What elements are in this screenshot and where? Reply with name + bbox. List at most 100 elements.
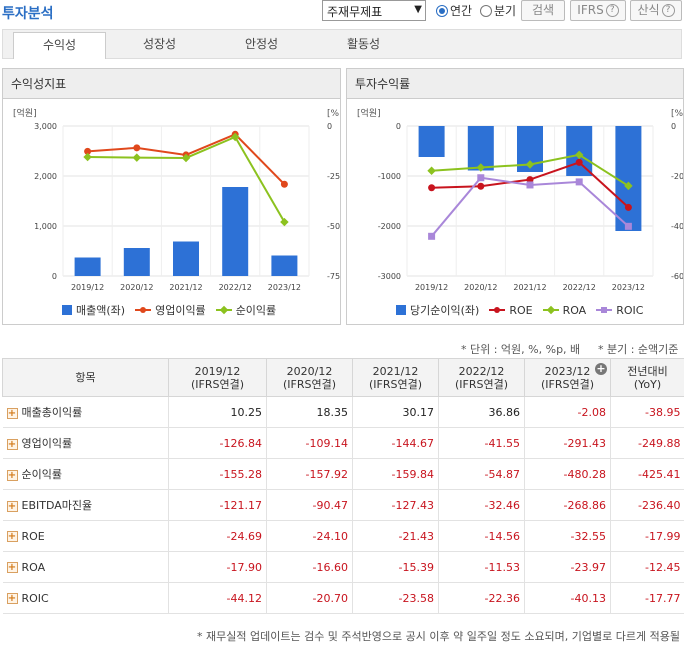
profitability-chart: [억원] [%] 0 1,000 2,000 3,000 0 -250 -500 -750 2019…	[13, 107, 340, 292]
data-point	[84, 147, 92, 155]
profitability-table: 항목 2019/12 (IFRS연결) 2020/12 (IFRS연결) 2021/…	[2, 358, 684, 614]
bar	[222, 187, 249, 276]
bar	[173, 241, 199, 276]
tab-growth[interactable]: 성장성	[142, 37, 177, 51]
bar	[615, 126, 642, 231]
add-column-icon[interactable]: +	[595, 362, 607, 375]
expand-icon[interactable]: +	[6, 562, 18, 573]
y-left-tick-label: -3000	[378, 272, 401, 281]
expand-icon[interactable]: +	[6, 593, 18, 604]
table-cell: -16.60	[266, 551, 353, 583]
help-icon: ?	[661, 4, 675, 17]
tab-profitability[interactable]: 수익성	[13, 32, 106, 59]
table-cell: -236.40	[610, 489, 684, 521]
y-left-tick-label: 0	[396, 122, 401, 131]
legend-label: ROA	[562, 303, 587, 317]
ifrs-button-label: IFRS	[577, 3, 604, 17]
row-label-cell[interactable]: + ROA	[2, 551, 169, 583]
column-header-label: 전년대비	[627, 364, 668, 378]
x-tick-label: 2023/12	[268, 283, 301, 292]
analysis-tabs: 수익성 성장성 안정성 활동성	[2, 29, 682, 59]
table-cell: -11.53	[438, 551, 525, 583]
y-left-tick-label: -1000	[378, 172, 401, 181]
table-cell: -24.10	[266, 520, 353, 552]
investment-return-chart: [억원] [%] 0 -1000 -2000 -3000 0 -20 -40 -60 2019/12…	[357, 107, 683, 292]
column-header: 전년대비 (YoY)	[610, 358, 684, 397]
y-right-tick-label: -500	[327, 222, 340, 231]
x-tick-label: 2021/12	[169, 283, 202, 292]
row-label: 영업이익률	[21, 437, 73, 450]
search-button[interactable]: 검색	[521, 0, 565, 21]
row-label-cell[interactable]: + 순이익률	[2, 458, 169, 490]
table-cell: -15.39	[352, 551, 439, 583]
profitability-chart-panel: 수익성지표 [억원] [%] 0 1,000 2,000 3,000 0 -250 -500 -7…	[2, 68, 341, 325]
x-tick-label: 2023/12	[612, 283, 645, 292]
x-tick-label: 2021/12	[513, 283, 546, 292]
table-row: + EBITDA마진율 -121.17 -90.47 -127.43 -32.46 -268…	[2, 489, 684, 521]
radio-selected-icon	[436, 4, 448, 17]
table-cell: -23.58	[352, 582, 439, 614]
legend-item: 매출액(좌)	[62, 302, 125, 318]
data-point	[428, 184, 436, 192]
left-axis-unit: [억원]	[357, 107, 381, 119]
table-cell: -17.90	[168, 551, 267, 583]
row-label-cell[interactable]: + ROIC	[2, 582, 169, 614]
legend-item: ROIC	[596, 304, 643, 317]
legend-label: ROIC	[616, 303, 644, 317]
tab-activity[interactable]: 활동성	[346, 37, 381, 51]
table-cell: -155.28	[168, 458, 267, 490]
expand-icon[interactable]: +	[6, 531, 18, 542]
statement-type-select[interactable]: 주재무제표 ▼	[322, 0, 426, 21]
row-label-cell[interactable]: + 영업이익률	[2, 427, 169, 459]
table-row: + ROE -24.69 -24.10 -21.43 -14.56 -32.55 -17.99	[2, 520, 684, 552]
column-header: 2021/12 (IFRS연결)	[352, 358, 439, 397]
left-axis-unit: [억원]	[13, 107, 37, 119]
right-axis-unit: [%]	[327, 109, 340, 119]
expand-icon[interactable]: +	[6, 500, 18, 512]
quarter-note: * 분기 : 순액기준	[598, 343, 679, 356]
bar	[418, 126, 445, 157]
statement-type-value: 주재무제표	[327, 5, 383, 19]
row-label: 매출총이익률	[21, 406, 83, 419]
panel-title: 투자수익률	[347, 69, 683, 99]
tab-stability[interactable]: 안정성	[244, 37, 279, 51]
column-header-label: 2019/12	[194, 364, 241, 378]
expand-icon[interactable]: +	[6, 438, 18, 450]
column-header-sub: (IFRS연결)	[368, 377, 423, 391]
y-left-tick-label: 0	[52, 272, 57, 281]
table-cell: -32.46	[438, 489, 525, 521]
table-cell: -268.86	[524, 489, 611, 521]
data-point	[575, 178, 583, 186]
table-header-row: 항목 2019/12 (IFRS연결) 2020/12 (IFRS연결) 2021/…	[2, 358, 684, 397]
x-tick-label: 2020/12	[464, 283, 497, 292]
panel-title: 수익성지표	[3, 69, 340, 99]
x-tick-label: 2019/12	[71, 283, 104, 292]
data-point	[83, 152, 92, 162]
expand-icon[interactable]: +	[6, 469, 18, 481]
column-header-label: 2021/12	[372, 364, 419, 378]
annual-radio[interactable]: 연간	[436, 2, 472, 19]
table-cell: 10.25	[168, 396, 267, 428]
table-cell: -40.13	[524, 582, 611, 614]
y-right-tick-label: 0	[327, 122, 332, 131]
table-cell: -121.17	[168, 489, 267, 521]
formula-button[interactable]: 산식?	[630, 0, 682, 21]
y-right-tick-label: -40	[671, 222, 683, 231]
expand-icon[interactable]: +	[6, 407, 18, 419]
table-cell: -17.77	[610, 582, 684, 614]
row-label-cell[interactable]: + EBITDA마진율	[2, 489, 169, 521]
legend-label: ROE	[509, 303, 533, 317]
ifrs-button[interactable]: IFRS?	[570, 0, 626, 21]
investment-return-legend: 당기순이익(좌) ROE ROA ROIC	[396, 302, 653, 318]
column-header: 2022/12 (IFRS연결)	[438, 358, 525, 397]
table-cell: -480.28	[524, 458, 611, 490]
data-point	[526, 176, 534, 184]
row-label: EBITDA마진율	[21, 499, 93, 512]
table-row: + 매출총이익률 10.25 18.35 30.17 36.86 -2.08 -38.95	[2, 396, 684, 428]
top-toolbar: 투자분석 주재무제표 ▼ 연간 분기 검색 IFRS? 산식?	[0, 0, 684, 24]
y-left-tick-label: 2,000	[34, 172, 57, 181]
quarter-radio[interactable]: 분기	[480, 2, 516, 19]
row-label-cell[interactable]: + ROE	[2, 520, 169, 552]
row-label-cell[interactable]: + 매출총이익률	[2, 396, 169, 428]
line-circle-swatch-icon	[489, 305, 506, 315]
